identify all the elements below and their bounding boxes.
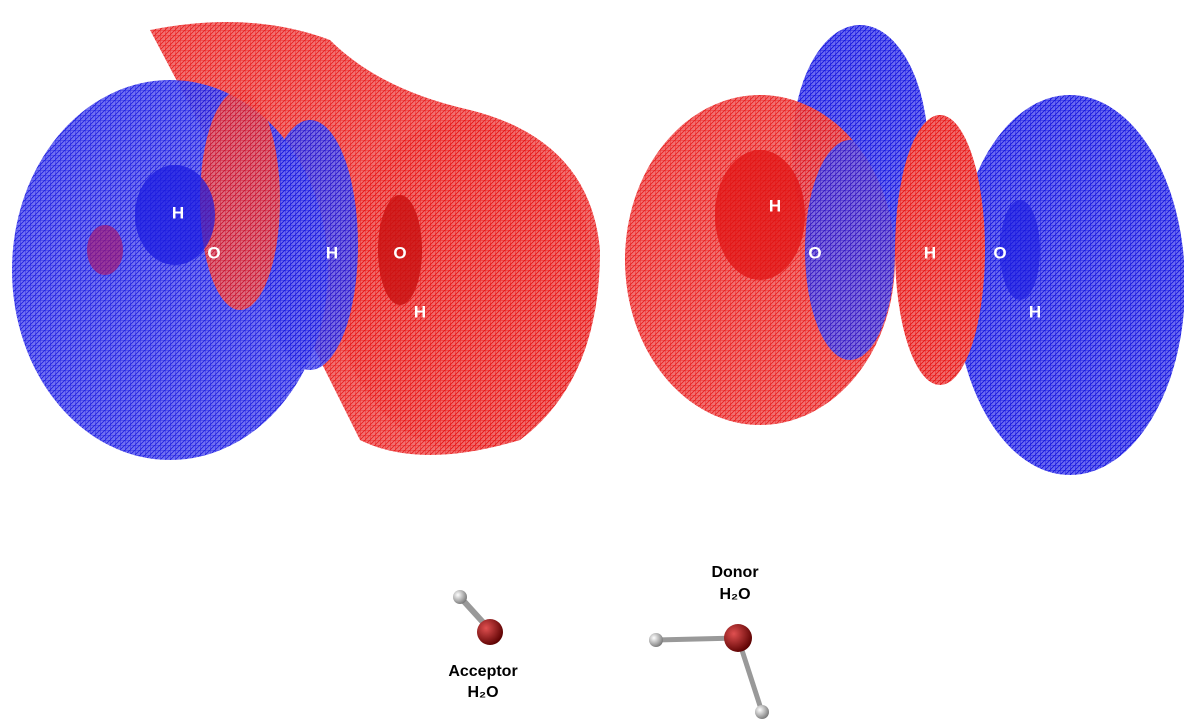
atom-label: O xyxy=(393,243,406,262)
atom-label: H xyxy=(172,203,184,222)
atom-label: O xyxy=(808,243,821,262)
molecule-name: Acceptor xyxy=(448,663,517,680)
atom-label: O xyxy=(207,243,220,262)
figure: H O H O H H O H O H Acceptor H₂O Donor H… xyxy=(0,0,1184,722)
atom-label: H xyxy=(414,302,426,321)
molecule-name: Donor xyxy=(711,564,758,581)
acceptor-molecule: Acceptor H₂O xyxy=(448,590,517,701)
atom-label: O xyxy=(993,243,1006,262)
molecule-formula: H₂O xyxy=(719,586,750,603)
atom-label: H xyxy=(1029,302,1041,321)
atom-label: H xyxy=(326,243,338,262)
left-isosurface xyxy=(12,22,600,460)
right-isosurface xyxy=(625,25,1184,475)
donor-molecule: Donor H₂O xyxy=(649,564,769,719)
molecule-formula: H₂O xyxy=(467,684,498,701)
atom-label: H xyxy=(769,196,781,215)
atom-label: H xyxy=(924,243,936,262)
